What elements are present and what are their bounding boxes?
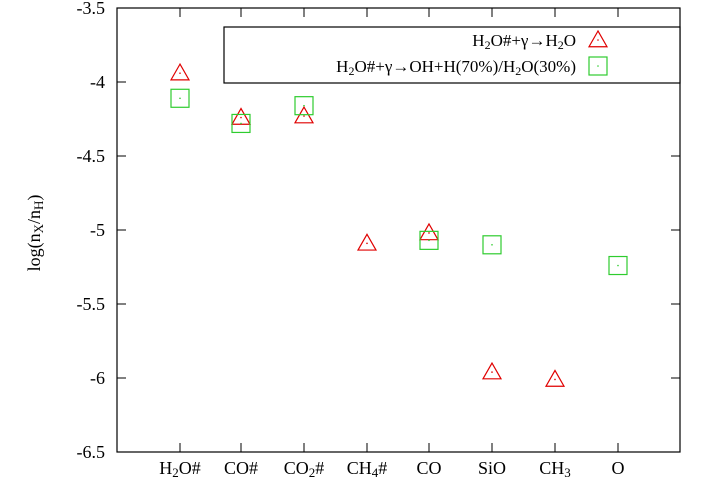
square-point xyxy=(419,230,439,250)
legend-box xyxy=(223,26,681,84)
series-1 xyxy=(169,62,566,387)
y-axis: -3.5 -4 -4.5 -5 -5.5 -6 -6.5 xyxy=(77,0,680,462)
x-axis: H2O# CO# CO2# CH4# CO SiO CH3 O xyxy=(159,8,625,480)
square-point xyxy=(608,255,628,276)
triangle-point-dot xyxy=(303,115,305,117)
square-point-dot xyxy=(491,244,493,246)
square-point-dot xyxy=(428,239,430,242)
square-point-dot xyxy=(240,122,242,125)
y-tick-label: -4.5 xyxy=(77,146,106,166)
triangle-point xyxy=(230,107,252,125)
triangle-point xyxy=(544,369,566,387)
square-point xyxy=(170,88,190,108)
triangle-point-dot xyxy=(491,371,493,373)
square-point-dot xyxy=(617,264,619,267)
triangle-point-dot xyxy=(366,242,368,245)
x-tick-label: CH4# xyxy=(347,458,388,480)
y-tick-label: -6 xyxy=(90,368,105,388)
triangle-point xyxy=(169,62,191,81)
x-tick-label: H2O# xyxy=(159,458,201,480)
square-point xyxy=(294,96,314,116)
legend: H2O#+γ→H2O H2O#+γ→OH+H(70%)/H2O(30%) xyxy=(223,26,681,84)
square-point xyxy=(231,113,251,134)
x-tick-label: SiO xyxy=(478,458,506,478)
triangle-point-dot xyxy=(428,232,430,234)
y-tick-label: -5.5 xyxy=(77,294,106,314)
legend-triangle-marker xyxy=(587,29,609,48)
square-point-dot xyxy=(179,97,181,100)
data-points xyxy=(169,62,628,387)
triangle-point-dot xyxy=(554,378,556,381)
legend-label: H2O#+γ→H2O xyxy=(472,31,576,52)
y-tick-label: -6.5 xyxy=(77,442,106,462)
y-tick-label: -4 xyxy=(90,72,105,92)
triangle-point-dot xyxy=(240,116,242,119)
triangle-point-dot xyxy=(179,72,181,74)
legend-triangle-marker-dot xyxy=(597,39,599,41)
y-tick-label: -5 xyxy=(90,220,105,240)
x-tick-label: CO# xyxy=(224,458,258,478)
x-tick-label: CO xyxy=(416,458,441,478)
x-tick-label: O xyxy=(612,458,625,478)
series-2 xyxy=(170,88,628,276)
y-axis-label: log(nX/nH) xyxy=(24,195,46,272)
legend-square-marker-dot xyxy=(597,65,599,67)
square-point xyxy=(482,235,502,255)
legend-label: H2O#+γ→OH+H(70%)/H2O(30%) xyxy=(336,57,576,78)
legend-square-marker xyxy=(588,56,608,76)
square-point-dot xyxy=(303,104,305,107)
triangle-point xyxy=(356,233,378,251)
y-tick-label: -3.5 xyxy=(77,0,106,18)
x-tick-label: CO2# xyxy=(284,458,325,480)
y-label-text: log(nX/nH) xyxy=(24,195,46,272)
x-tick-label: CH3 xyxy=(539,458,571,480)
triangle-point xyxy=(481,361,503,380)
